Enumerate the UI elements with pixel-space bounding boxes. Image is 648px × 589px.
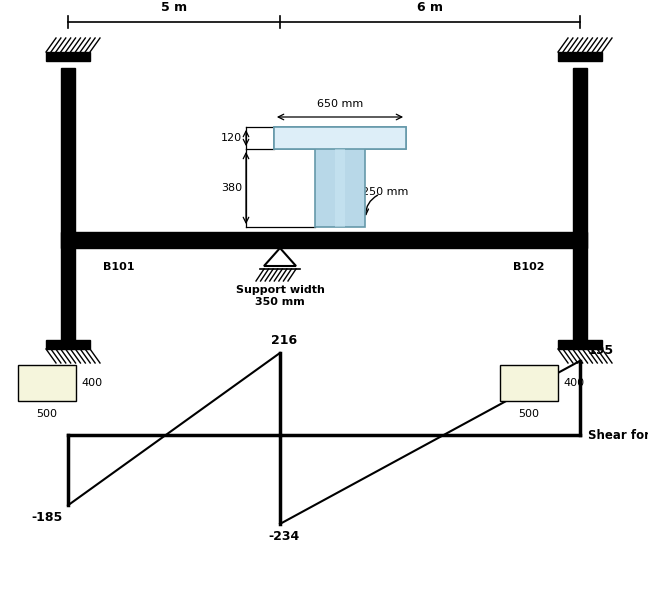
Polygon shape [274, 127, 406, 227]
Text: 250 mm: 250 mm [362, 187, 408, 197]
Text: -185: -185 [32, 511, 63, 524]
Text: B101: B101 [103, 262, 135, 272]
Text: 6 m: 6 m [417, 1, 443, 14]
Text: 380: 380 [221, 183, 242, 193]
Text: 400: 400 [563, 378, 584, 388]
Bar [558, 340, 602, 349]
Text: 500: 500 [518, 409, 540, 419]
Bar [558, 52, 602, 61]
Polygon shape [335, 149, 345, 227]
Bar [46, 340, 90, 349]
Bar [46, 52, 90, 61]
Text: 500: 500 [36, 409, 58, 419]
Polygon shape [274, 127, 406, 149]
Text: 195: 195 [588, 344, 614, 357]
Bar [61, 232, 587, 248]
Bar [61, 68, 75, 340]
Text: 120: 120 [221, 133, 242, 143]
Text: Support width
350 mm: Support width 350 mm [236, 285, 325, 307]
Text: 5 m: 5 m [161, 1, 187, 14]
Bar [573, 68, 587, 340]
Bar [500, 365, 558, 401]
Text: B102: B102 [513, 262, 545, 272]
Text: 216: 216 [271, 334, 297, 347]
Text: 650 mm: 650 mm [317, 99, 363, 109]
Bar [18, 365, 76, 401]
Text: -234: -234 [268, 530, 299, 543]
Text: 400: 400 [81, 378, 102, 388]
Text: Shear force (kN): Shear force (kN) [588, 429, 648, 442]
